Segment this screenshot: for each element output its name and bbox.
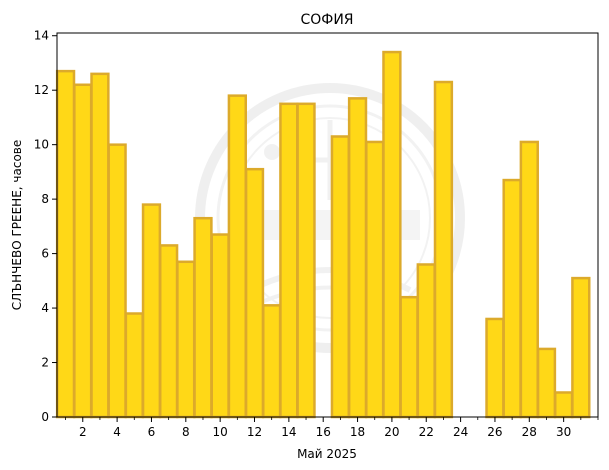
bar-day-28	[519, 140, 539, 419]
bar-day-27	[502, 178, 522, 419]
x-tick-label: 18	[350, 425, 365, 439]
bar-day-30	[553, 391, 574, 419]
x-tick-label: 10	[213, 425, 228, 439]
bar-day-11	[227, 94, 247, 419]
bar-day-26	[485, 317, 505, 419]
x-tick-label: 26	[487, 425, 502, 439]
x-tick-label: 22	[419, 425, 434, 439]
x-tick-label: 12	[247, 425, 262, 439]
y-axis-label: СЛЪНЧЕВО ГРЕЕНЕ, часове	[10, 140, 24, 311]
bar-day-18	[347, 97, 368, 419]
y-tick-label: 12	[34, 83, 49, 97]
x-tick-label: 16	[316, 425, 331, 439]
bar-day-7	[158, 244, 179, 419]
x-tick-label: 20	[384, 425, 399, 439]
y-tick-label: 6	[41, 247, 49, 261]
bar-day-23	[433, 80, 454, 419]
bar-day-31	[571, 276, 591, 419]
x-tick-label: 4	[113, 425, 121, 439]
x-tick-label: 8	[182, 425, 190, 439]
bar-day-17	[330, 135, 351, 419]
bar-day-22	[416, 263, 436, 419]
y-tick-label: 0	[41, 410, 49, 424]
y-tick-label: 2	[41, 356, 49, 370]
bar-day-10	[210, 233, 230, 419]
x-tick-label: 14	[281, 425, 296, 439]
bar-day-29	[536, 347, 557, 419]
bar-day-3	[90, 72, 110, 419]
x-axis-label: Май 2025	[297, 447, 357, 461]
y-tick-label: 8	[41, 192, 49, 206]
bar-day-13	[262, 304, 282, 419]
bar-day-21	[399, 295, 419, 419]
bar-day-5	[124, 312, 144, 419]
bar-day-12	[244, 167, 265, 419]
bar-day-1	[55, 69, 76, 419]
chart-title: СОФИЯ	[300, 12, 353, 28]
bar-day-15	[296, 102, 316, 419]
x-tick-label: 30	[556, 425, 571, 439]
plot-frame	[56, 32, 599, 418]
x-tick-label: 24	[453, 425, 468, 439]
bar-day-2	[73, 83, 93, 419]
bar-day-8	[176, 260, 196, 419]
bar-day-19	[365, 140, 385, 419]
y-tick-label: 14	[34, 29, 49, 43]
x-tick-label: 2	[79, 425, 87, 439]
x-tick-label: 6	[148, 425, 156, 439]
bar-day-4	[107, 143, 127, 419]
bar-day-9	[193, 216, 213, 419]
bar-day-6	[141, 203, 162, 419]
bar-day-20	[382, 50, 402, 419]
y-tick-label: 4	[41, 301, 49, 315]
y-tick-label: 10	[34, 138, 49, 152]
bar-day-14	[279, 102, 299, 419]
bars-group	[55, 50, 591, 419]
x-tick-label: 28	[522, 425, 537, 439]
